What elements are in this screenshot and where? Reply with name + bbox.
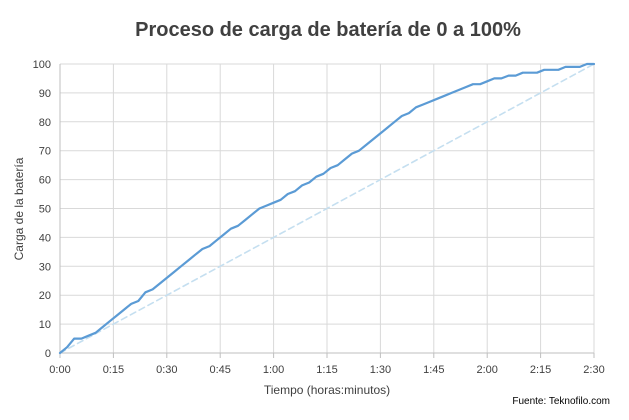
y-tick-label: 90 <box>39 88 51 100</box>
y-tick-labels: 0 10 20 30 40 50 60 70 80 90 100 <box>33 59 51 360</box>
x-tick-label: 1:00 <box>263 364 284 376</box>
series-lines <box>58 62 596 355</box>
x-axis-label: Tiempo (horas:minutos) <box>264 383 390 397</box>
y-tick-label: 0 <box>45 348 51 360</box>
x-tick-label: 1:45 <box>423 364 444 376</box>
x-tick-label: 1:15 <box>316 364 337 376</box>
x-tick-label: 1:30 <box>370 364 391 376</box>
y-axis-label: Carga de la batería <box>12 157 26 260</box>
axes <box>59 64 595 358</box>
y-tick-label: 10 <box>39 319 51 331</box>
x-tick-label: 2:30 <box>583 364 604 376</box>
y-tick-label: 40 <box>39 232 51 244</box>
x-tick-label: 0:00 <box>49 364 70 376</box>
y-tick-label: 70 <box>39 146 51 158</box>
y-tick-label: 80 <box>39 117 51 129</box>
y-tick-label: 30 <box>39 261 51 273</box>
charge-curve-line <box>58 62 596 355</box>
y-tick-label: 60 <box>39 175 51 187</box>
x-tick-label: 0:45 <box>209 364 230 376</box>
x-tick-label: 2:15 <box>530 364 551 376</box>
x-tick-labels: 0:00 0:15 0:30 0:45 1:00 1:15 1:30 1:45 2:00 2:15… <box>49 364 604 376</box>
y-tick-label: 100 <box>33 59 51 71</box>
y-tick-label: 50 <box>39 204 51 216</box>
x-tick-label: 2:00 <box>476 364 497 376</box>
x-tick-label: 0:30 <box>156 364 177 376</box>
chart-title: Proceso de carga de batería de 0 a 100% <box>135 19 521 41</box>
source-credit: Fuente: Teknofilo.com <box>512 396 610 407</box>
x-tick-label: 0:15 <box>103 364 124 376</box>
y-tick-label: 20 <box>39 290 51 302</box>
linear-reference-line <box>59 63 595 354</box>
